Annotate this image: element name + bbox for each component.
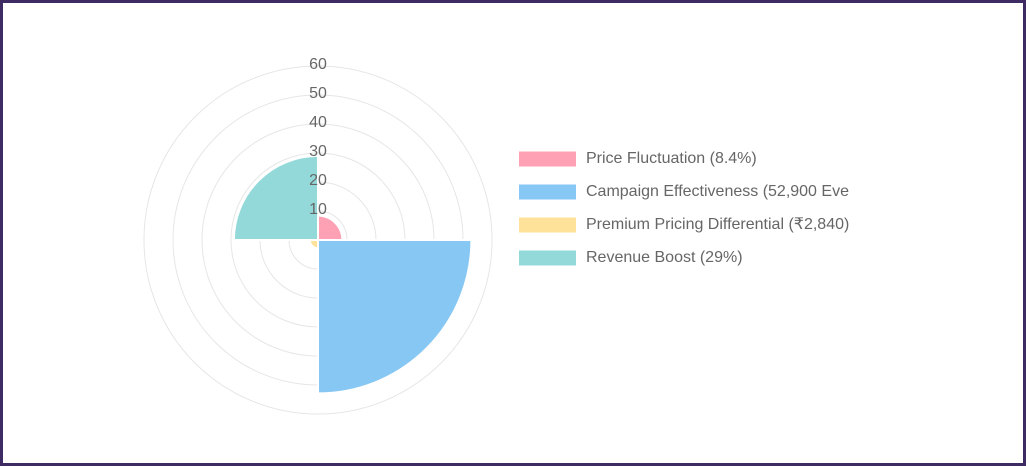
chart: 10 20 30 40 50 60 Price Fluctuation (8.4%) Camp…	[143, 56, 849, 415]
r-tick-label: 10	[309, 201, 327, 218]
wedge	[308, 239, 319, 250]
r-tick-label: 50	[309, 85, 327, 102]
wedge	[232, 154, 319, 241]
legend-swatch	[519, 184, 576, 200]
legend-label: Campaign Effectiveness (52,900 Eve	[586, 183, 849, 200]
r-tick-label: 20	[309, 172, 327, 189]
legend-label: Revenue Boost (29%)	[586, 249, 743, 266]
wedge	[317, 214, 344, 241]
legend-swatch	[519, 217, 576, 233]
wedge	[317, 239, 473, 395]
legend-label: Price Fluctuation (8.4%)	[586, 150, 757, 167]
grid-ring	[143, 65, 493, 415]
r-tick-label: 30	[309, 143, 327, 160]
legend-swatch	[519, 151, 576, 167]
legend-swatch	[519, 250, 576, 266]
r-tick-label: 60	[309, 56, 327, 73]
legend-label: Premium Pricing Differential (₹2,840)	[586, 216, 849, 233]
r-tick-label: 40	[309, 114, 327, 131]
